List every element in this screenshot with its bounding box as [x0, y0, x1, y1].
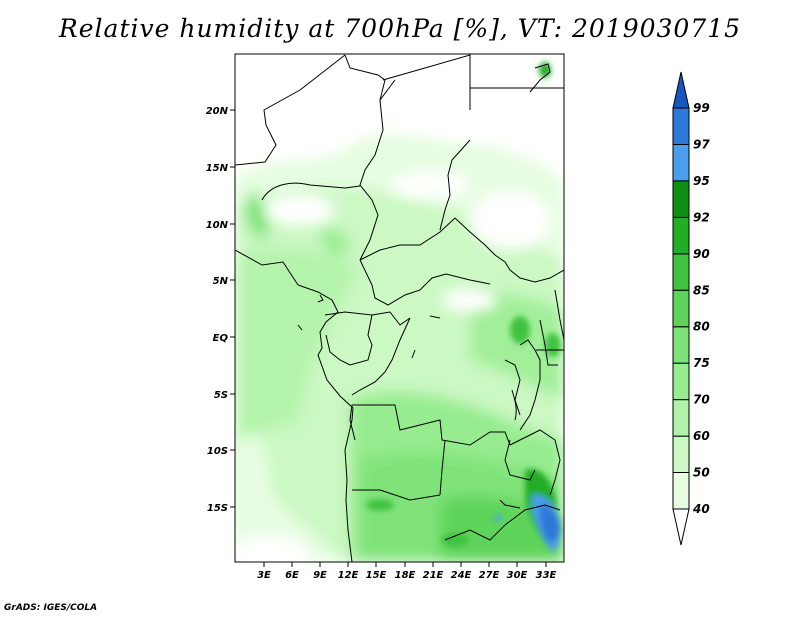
- map-frame: [234, 53, 565, 563]
- lat-label-5s: 5S: [214, 390, 228, 401]
- lon-label-15e: 15E: [366, 570, 387, 581]
- lat-label-15n: 15N: [206, 163, 229, 174]
- colorbar-bin-2: [672, 435, 690, 474]
- colorbar-label-92: 92: [693, 210, 710, 224]
- longitude-axis: 3E 6E 9E 12E 15E 18E 21E 24E 27E 30E 33E: [257, 562, 557, 581]
- colorbar-label-80: 80: [693, 320, 710, 334]
- chart-title: Relative humidity at 700hPa [%], VT: 201…: [58, 14, 742, 43]
- lon-label-27e: 27E: [479, 570, 500, 581]
- colorbar-label-90: 90: [693, 247, 710, 261]
- colorbar-label-75: 75: [693, 356, 710, 370]
- lat-label-10s: 10S: [207, 446, 228, 457]
- colorbar-label-95: 95: [693, 174, 710, 188]
- colorbar-label-97: 97: [693, 137, 710, 151]
- lat-label-15s: 15S: [207, 503, 228, 514]
- lon-label-9e: 9E: [313, 570, 327, 581]
- grads-credit: GrADS: IGES/COLA: [4, 603, 98, 613]
- lon-label-3e: 3E: [257, 570, 271, 581]
- colorbar-bin-3: [672, 399, 690, 437]
- lat-label-eq: EQ: [213, 333, 229, 344]
- lon-label-6e: 6E: [285, 570, 299, 581]
- colorbar-bin-11: [672, 107, 690, 145]
- lat-label-20n: 20N: [206, 106, 229, 117]
- lon-label-18e: 18E: [395, 570, 416, 581]
- colorbar-bin-6: [672, 289, 690, 328]
- colorbar-bin-1: [672, 472, 690, 510]
- colorbar-bin-12: [672, 71, 690, 109]
- colorbar-bin-8: [672, 216, 690, 255]
- lon-label-12e: 12E: [338, 570, 359, 581]
- colorbar-bin-7: [672, 253, 690, 291]
- colorbar-bin-10: [672, 143, 690, 182]
- colorbar-label-40: 40: [692, 502, 710, 516]
- latitude-axis: 20N 15N 10N 5N EQ 5S 10S 15S: [206, 106, 235, 514]
- lat-label-5n: 5N: [213, 276, 229, 287]
- colorbar-bin-4: [672, 362, 690, 401]
- colorbar-label-50: 50: [693, 466, 710, 480]
- lon-label-30e: 30E: [507, 570, 528, 581]
- lat-label-10n: 10N: [206, 220, 229, 231]
- colorbar-bin-0: [672, 508, 690, 546]
- colorbar: 40 50 60 70 75 80 85 90 92 95 97 99: [672, 71, 710, 546]
- colorbar-label-70: 70: [693, 393, 710, 407]
- colorbar-labels: 40 50 60 70 75 80 85 90 92 95 97 99: [692, 101, 710, 516]
- colorbar-label-99: 99: [693, 101, 710, 115]
- country-borders: [235, 54, 564, 562]
- humidity-field: [235, 54, 564, 562]
- colorbar-label-85: 85: [693, 283, 710, 297]
- colorbar-segments: [672, 71, 690, 546]
- colorbar-bin-5: [672, 326, 690, 364]
- lon-label-33e: 33E: [536, 570, 557, 581]
- colorbar-label-60: 60: [693, 429, 710, 443]
- lon-label-21e: 21E: [423, 570, 444, 581]
- colorbar-bin-9: [672, 180, 690, 218]
- lon-label-24e: 24E: [451, 570, 472, 581]
